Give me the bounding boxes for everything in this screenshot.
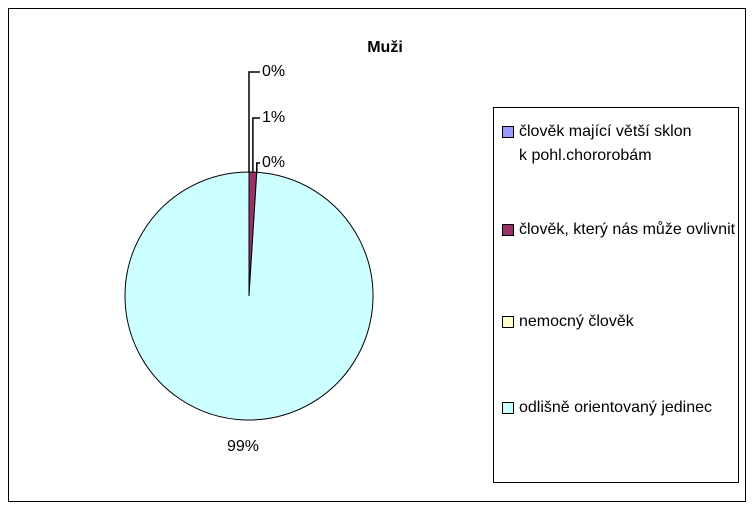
legend-label: člověk, který nás může ovlivnit: [519, 221, 736, 238]
pie-slice: [124, 171, 374, 421]
leader-line: [248, 71, 260, 172]
legend-swatch: [502, 224, 514, 236]
legend-label: odlišně orientovaný jedinec: [519, 399, 713, 416]
legend-swatch: [502, 402, 514, 414]
legend-label: člověk mající větší sklon k pohl.chororo…: [519, 123, 692, 164]
legend-entry: člověk, který nás může ovlivnit: [502, 218, 741, 242]
data-label: 0%: [262, 154, 285, 171]
legend-entry: odlišně orientovaný jedinec: [502, 396, 719, 420]
leader-line: [256, 162, 260, 173]
legend-label: nemocný člověk: [519, 313, 634, 330]
chart-title: Muži: [367, 39, 403, 56]
legend-swatch: [502, 316, 514, 328]
data-label: 1%: [262, 109, 285, 126]
legend-entry: člověk mající větší sklon k pohl.chororo…: [502, 120, 697, 168]
leader-line: [252, 117, 260, 173]
data-label: 0%: [262, 63, 285, 80]
legend-entry: nemocný člověk: [502, 310, 741, 334]
data-label: 99%: [227, 438, 259, 455]
legend: člověk mající větší sklon k pohl.chororo…: [493, 107, 739, 483]
legend-swatch: [502, 126, 514, 138]
